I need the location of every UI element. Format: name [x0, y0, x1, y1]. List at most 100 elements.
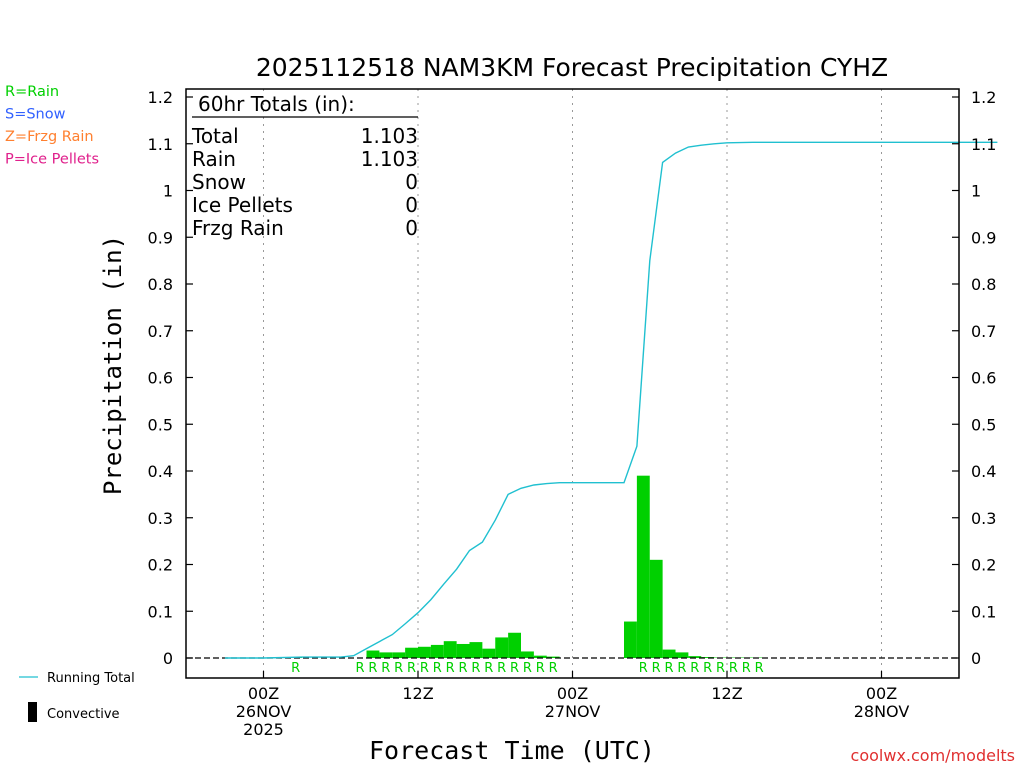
y-tick-label-left: 0.3 [148, 509, 173, 528]
y-tick-label-left: 0.2 [148, 556, 173, 575]
y-tick-label-right: 0.9 [971, 228, 996, 247]
precip-bar [405, 647, 418, 658]
precip-type-letter: R [510, 661, 519, 676]
y-tick-label-right: 1.1 [971, 135, 996, 154]
y-tick-label-right: 0.2 [971, 556, 996, 575]
totals-header: 60hr Totals (in): [198, 92, 355, 116]
y-tick-label-left: 0.7 [148, 322, 173, 341]
precip-type-legend-item: Z=Frzg Rain [5, 129, 94, 145]
precip-bar [456, 643, 470, 658]
x-tick-label: 00Z [248, 684, 279, 703]
y-tick-label-right: 0.8 [971, 275, 996, 294]
y-tick-label-left: 1 [163, 182, 173, 201]
precip-type-letter: R [497, 661, 506, 676]
y-axis-label: Precipitation (in) [99, 235, 127, 495]
y-tick-label-left: 0.4 [148, 462, 173, 481]
precip-bar [418, 646, 431, 658]
y-tick-label-left: 1.1 [148, 135, 173, 154]
precip-bar [469, 642, 483, 658]
y-tick-label-left: 0.8 [148, 275, 173, 294]
precip-type-letter: R [755, 661, 764, 676]
y-tick-label-left: 0.9 [148, 228, 173, 247]
precip-bar [482, 648, 496, 658]
precip-bar [430, 644, 444, 658]
precip-type-letter: R [484, 661, 493, 676]
precip-type-letter: R [652, 661, 661, 676]
precip-type-letter: R [433, 661, 442, 676]
precip-type-letter: R [523, 661, 532, 676]
totals-row-value: 1.103 [361, 124, 418, 148]
precip-type-letter: R [291, 661, 300, 676]
precip-type-letter: R [703, 661, 712, 676]
precip-bar [366, 650, 380, 658]
precip-type-legend: R=Rain S=Snow Z=Frzg Rain P=Ice Pellets [5, 84, 99, 168]
x-tick-label: 28NOV [854, 702, 910, 721]
credit-text: coolwx.com/modelts [851, 746, 1015, 765]
running-total-line [224, 141, 998, 659]
y-tick-label-left: 0 [163, 649, 173, 668]
precip-type-letter: R [677, 661, 686, 676]
precip-type-letter: R [446, 661, 455, 676]
precip-type-letter: R [742, 661, 751, 676]
x-tick-label: 00Z [557, 684, 588, 703]
x-tick-label: 2025 [243, 720, 284, 739]
precip-bar [688, 656, 702, 658]
precip-type-letter: R [536, 661, 545, 676]
precip-type-letter: R [356, 661, 365, 676]
x-tick-label: 00Z [866, 684, 897, 703]
y-tick-label-right: 0.3 [971, 509, 996, 528]
y-tick-label-right: 0.7 [971, 322, 996, 341]
precip-bar [521, 651, 534, 658]
precip-type-letter: R [729, 661, 738, 676]
precip-bars [289, 475, 766, 658]
precip-bar [649, 559, 663, 658]
x-tick-label: 12Z [711, 684, 742, 703]
totals-box: 60hr Totals (in): Total 1.103 Rain 1.103 Sno… [191, 92, 418, 240]
precip-type-legend-item: R=Rain [5, 84, 59, 100]
precip-type-letter: R [394, 661, 403, 676]
precip-type-letter: R [639, 661, 648, 676]
precip-type-legend-item: S=Snow [5, 107, 66, 123]
x-tick-label: 27NOV [545, 702, 601, 721]
precip-bar [546, 656, 560, 658]
y-tick-label-left: 1.2 [148, 88, 173, 107]
precip-bar [508, 632, 521, 658]
totals-row-label: Ice Pellets [192, 193, 293, 217]
y-axis-right: 0 0.1 0.2 0.3 0.4 0.5 0.6 0.7 0.8 0.9 1 1.1 1.2 [952, 88, 996, 668]
totals-row-label: Snow [192, 170, 246, 194]
precip-type-letter: R [459, 661, 468, 676]
running-total-series [224, 141, 998, 659]
totals-row-value: 0 [405, 216, 418, 240]
precip-type-legend-item: P=Ice Pellets [5, 152, 99, 168]
precip-bar [379, 652, 393, 658]
precip-type-letter: R [690, 661, 699, 676]
precip-bar [533, 655, 547, 658]
x-axis-label: Forecast Time (UTC) [369, 736, 655, 765]
y-tick-label-right: 0.5 [971, 415, 996, 434]
totals-row-label: Rain [192, 147, 236, 171]
precip-bar [675, 652, 689, 658]
convective-legend-label: Convective [47, 707, 120, 722]
y-tick-label-left: 0.5 [148, 415, 173, 434]
totals-row-label: Total [191, 124, 239, 148]
grid-lines [263, 89, 882, 678]
precip-type-letter: R [381, 661, 390, 676]
precip-type-letter: R [471, 661, 480, 676]
precip-type-letter: R [407, 661, 416, 676]
chart-title: 2025112518 NAM3KM Forecast Precipitation… [256, 53, 888, 82]
line-legend: Running Total Convective [19, 671, 135, 722]
convective-legend-swatch [28, 702, 37, 722]
y-tick-label-left: 0.1 [148, 602, 173, 621]
totals-row-value: 1.103 [361, 147, 418, 171]
precip-bar [636, 475, 650, 658]
totals-row-label: Frzg Rain [192, 216, 284, 240]
precip-bar [701, 657, 715, 658]
y-tick-label-right: 1.2 [971, 88, 996, 107]
precip-type-letter: R [716, 661, 725, 676]
precip-bar [392, 652, 406, 658]
precip-type-letter: R [420, 661, 429, 676]
precip-type-letter: R [665, 661, 674, 676]
